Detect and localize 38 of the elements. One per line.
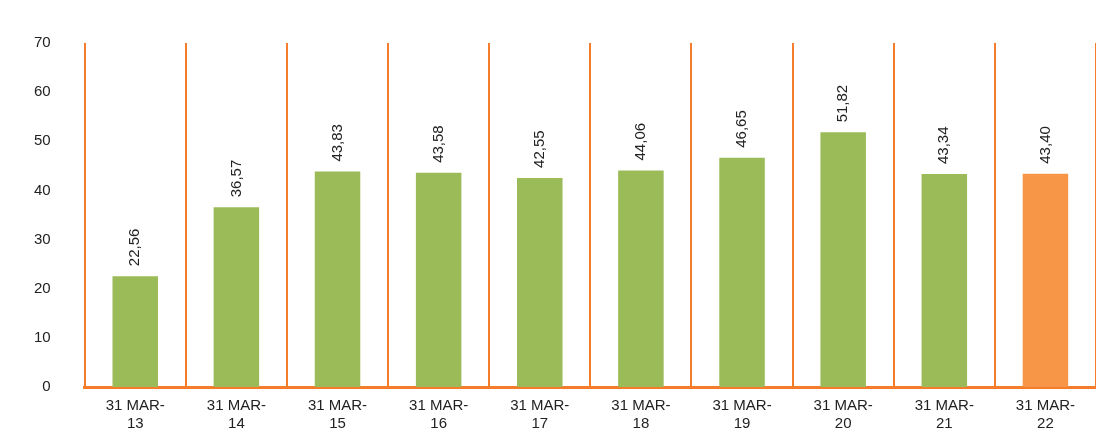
data-label: 43,40 (1035, 126, 1053, 164)
x-tick-label: 31 MAR-14 (206, 396, 266, 432)
bar (415, 172, 462, 387)
x-tick-label: 31 MAR-18 (611, 396, 671, 432)
bar (618, 170, 664, 387)
y-tick-label: 10 (34, 328, 51, 345)
y-tick-label: 40 (34, 180, 51, 198)
bar (820, 132, 866, 387)
bar (213, 207, 260, 387)
data-label: 43,34 (934, 126, 952, 165)
bar (517, 177, 563, 387)
y-tick-label: 70 (34, 33, 51, 51)
bar (719, 157, 765, 387)
x-tick-label: 31 MAR-17 (510, 396, 570, 432)
data-label: 44,06 (631, 122, 649, 161)
bar (1022, 173, 1069, 387)
y-tick-label: 30 (34, 229, 51, 247)
data-label: 43,83 (327, 124, 345, 162)
x-tick-label: 31 MAR-13 (105, 396, 165, 432)
data-label: 46,65 (732, 110, 750, 148)
x-tick-label: 31 MAR-22 (1015, 396, 1076, 432)
y-tick-label: 60 (34, 82, 51, 100)
x-tick-label: 31 MAR-16 (409, 396, 469, 432)
data-label: 42,55 (529, 130, 547, 168)
bar (921, 174, 968, 387)
x-tick-label: 31 MAR-19 (712, 396, 772, 432)
x-tick-label: 31 MAR-20 (813, 396, 873, 432)
y-tick-label: 20 (34, 278, 51, 296)
bar (112, 276, 159, 387)
data-label: 43,58 (428, 125, 446, 163)
data-label: 22,56 (125, 228, 143, 267)
data-label: 36,57 (226, 159, 244, 198)
y-tick-label: 0 (42, 377, 51, 395)
y-tick-label: 50 (34, 131, 51, 149)
x-tick-label: 31 MAR-15 (307, 396, 368, 432)
bar (314, 171, 361, 387)
x-tick-label: 31 MAR-21 (914, 396, 974, 432)
data-label: 51,82 (833, 84, 851, 123)
